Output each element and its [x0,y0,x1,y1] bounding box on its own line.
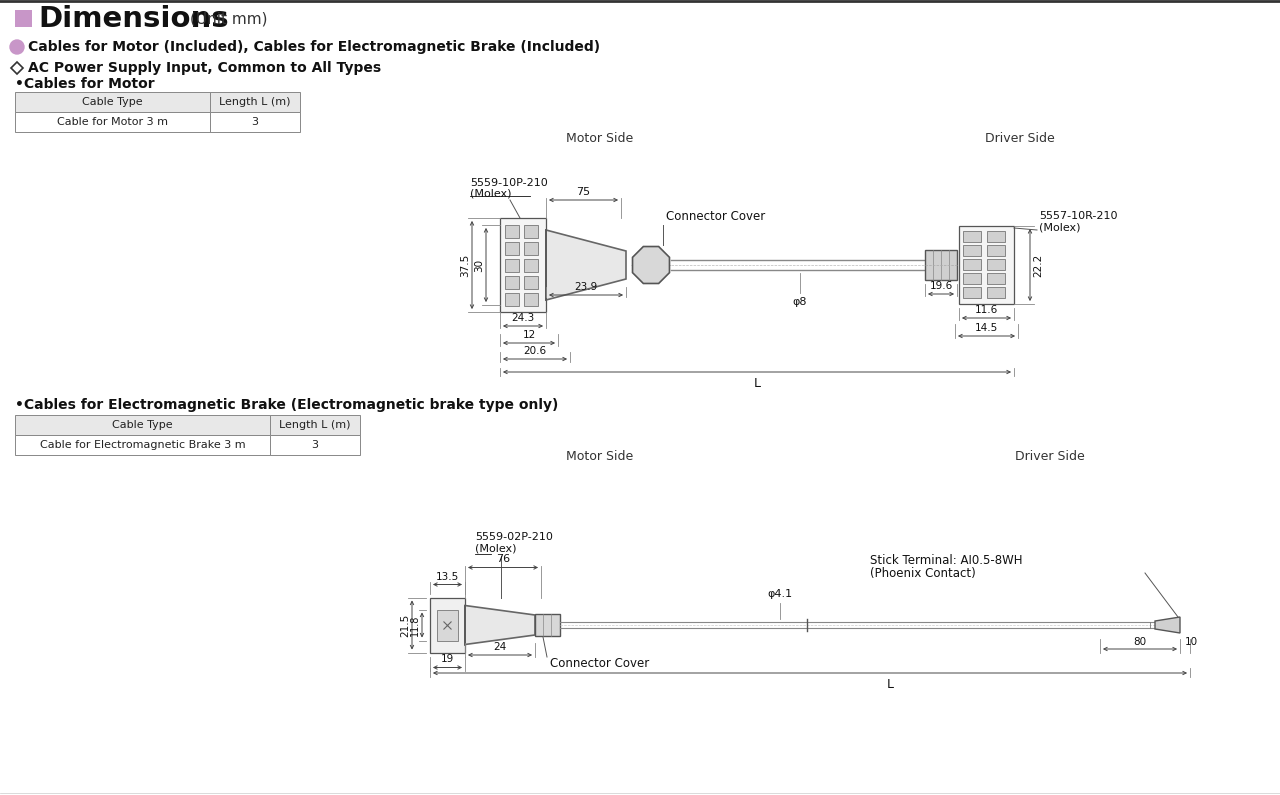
Text: Length L (m): Length L (m) [279,420,351,430]
Circle shape [10,40,24,54]
Text: 20.6: 20.6 [524,346,547,356]
Bar [15,435,270,455]
Bar [524,225,538,238]
Bar [987,259,1005,270]
Bar [524,293,538,306]
Bar [430,598,465,653]
Bar [210,112,300,132]
Text: 3: 3 [311,440,319,450]
Text: (Unit mm): (Unit mm) [189,11,268,26]
Bar [925,250,957,280]
Text: 5557-10R-210: 5557-10R-210 [1039,211,1117,221]
Bar [500,218,547,312]
Text: 22.2: 22.2 [1033,254,1043,277]
Text: L: L [887,678,893,691]
Bar [963,287,980,298]
Text: Cable Type: Cable Type [113,420,173,430]
Polygon shape [12,62,23,74]
Text: 19.6: 19.6 [929,281,952,291]
Bar [15,10,32,27]
Text: 3: 3 [251,117,259,127]
Bar [963,231,980,242]
Bar [524,259,538,272]
Text: 37.5: 37.5 [460,254,470,277]
Text: 11.8: 11.8 [410,615,420,636]
Text: 23.9: 23.9 [575,282,598,292]
Bar [963,245,980,256]
Text: 13.5: 13.5 [436,572,460,581]
Text: Driver Side: Driver Side [986,131,1055,145]
Text: φ4.1: φ4.1 [768,589,792,599]
Text: (Phoenix Contact): (Phoenix Contact) [870,567,975,580]
Bar [506,225,518,238]
Text: Dimensions: Dimensions [38,5,229,33]
Bar [987,273,1005,284]
Text: 14.5: 14.5 [975,323,998,333]
Bar [506,242,518,255]
Text: Length L (m): Length L (m) [219,97,291,107]
Text: (Molex): (Molex) [475,544,517,553]
Bar [987,231,1005,242]
Bar [270,415,360,435]
Text: 30: 30 [474,258,484,272]
Bar [535,614,561,636]
Text: L: L [754,377,760,390]
Text: Cables for Motor (Included), Cables for Electromagnetic Brake (Included): Cables for Motor (Included), Cables for … [28,40,600,54]
Bar [959,226,1014,304]
Text: Connector Cover: Connector Cover [666,211,765,223]
Text: Stick Terminal: AI0.5-8WH: Stick Terminal: AI0.5-8WH [870,553,1023,567]
Polygon shape [547,230,626,300]
Text: Cable Type: Cable Type [82,97,143,107]
Text: Motor Side: Motor Side [566,451,634,463]
Text: Motor Side: Motor Side [566,131,634,145]
Bar [524,276,538,289]
Bar [506,276,518,289]
Text: 10: 10 [1185,637,1198,647]
Text: (Molex): (Molex) [1039,222,1080,232]
Text: 24.3: 24.3 [512,313,535,323]
Bar [15,92,210,112]
Bar [506,293,518,306]
Text: Cable for Electromagnetic Brake 3 m: Cable for Electromagnetic Brake 3 m [40,440,246,450]
Text: φ8: φ8 [792,297,808,307]
Text: 21.5: 21.5 [399,614,410,637]
Text: Cable for Motor 3 m: Cable for Motor 3 m [58,117,168,127]
Text: 75: 75 [576,187,590,197]
Text: •Cables for Motor: •Cables for Motor [15,77,155,91]
Bar [524,242,538,255]
Text: 5559-10P-210: 5559-10P-210 [470,178,548,188]
Bar [963,259,980,270]
Text: 5559-02P-210: 5559-02P-210 [475,532,553,541]
Text: 19: 19 [440,654,454,665]
Polygon shape [1155,617,1180,633]
Bar [436,610,458,641]
Polygon shape [632,246,669,284]
Text: •Cables for Electromagnetic Brake (Electromagnetic brake type only): •Cables for Electromagnetic Brake (Elect… [15,398,558,412]
Text: (Molex): (Molex) [470,188,512,198]
Bar [987,245,1005,256]
Bar [210,92,300,112]
Polygon shape [465,606,535,645]
Bar [270,435,360,455]
Text: Driver Side: Driver Side [1015,451,1085,463]
Text: Connector Cover: Connector Cover [550,657,649,670]
Bar [15,112,210,132]
Bar [987,287,1005,298]
Text: 80: 80 [1133,637,1147,647]
Bar [15,415,270,435]
Bar [963,273,980,284]
Text: 24: 24 [493,642,507,652]
Text: 12: 12 [522,330,535,340]
Text: AC Power Supply Input, Common to All Types: AC Power Supply Input, Common to All Typ… [28,61,381,75]
Text: 76: 76 [495,554,509,564]
Text: 11.6: 11.6 [975,305,998,315]
Bar [506,259,518,272]
